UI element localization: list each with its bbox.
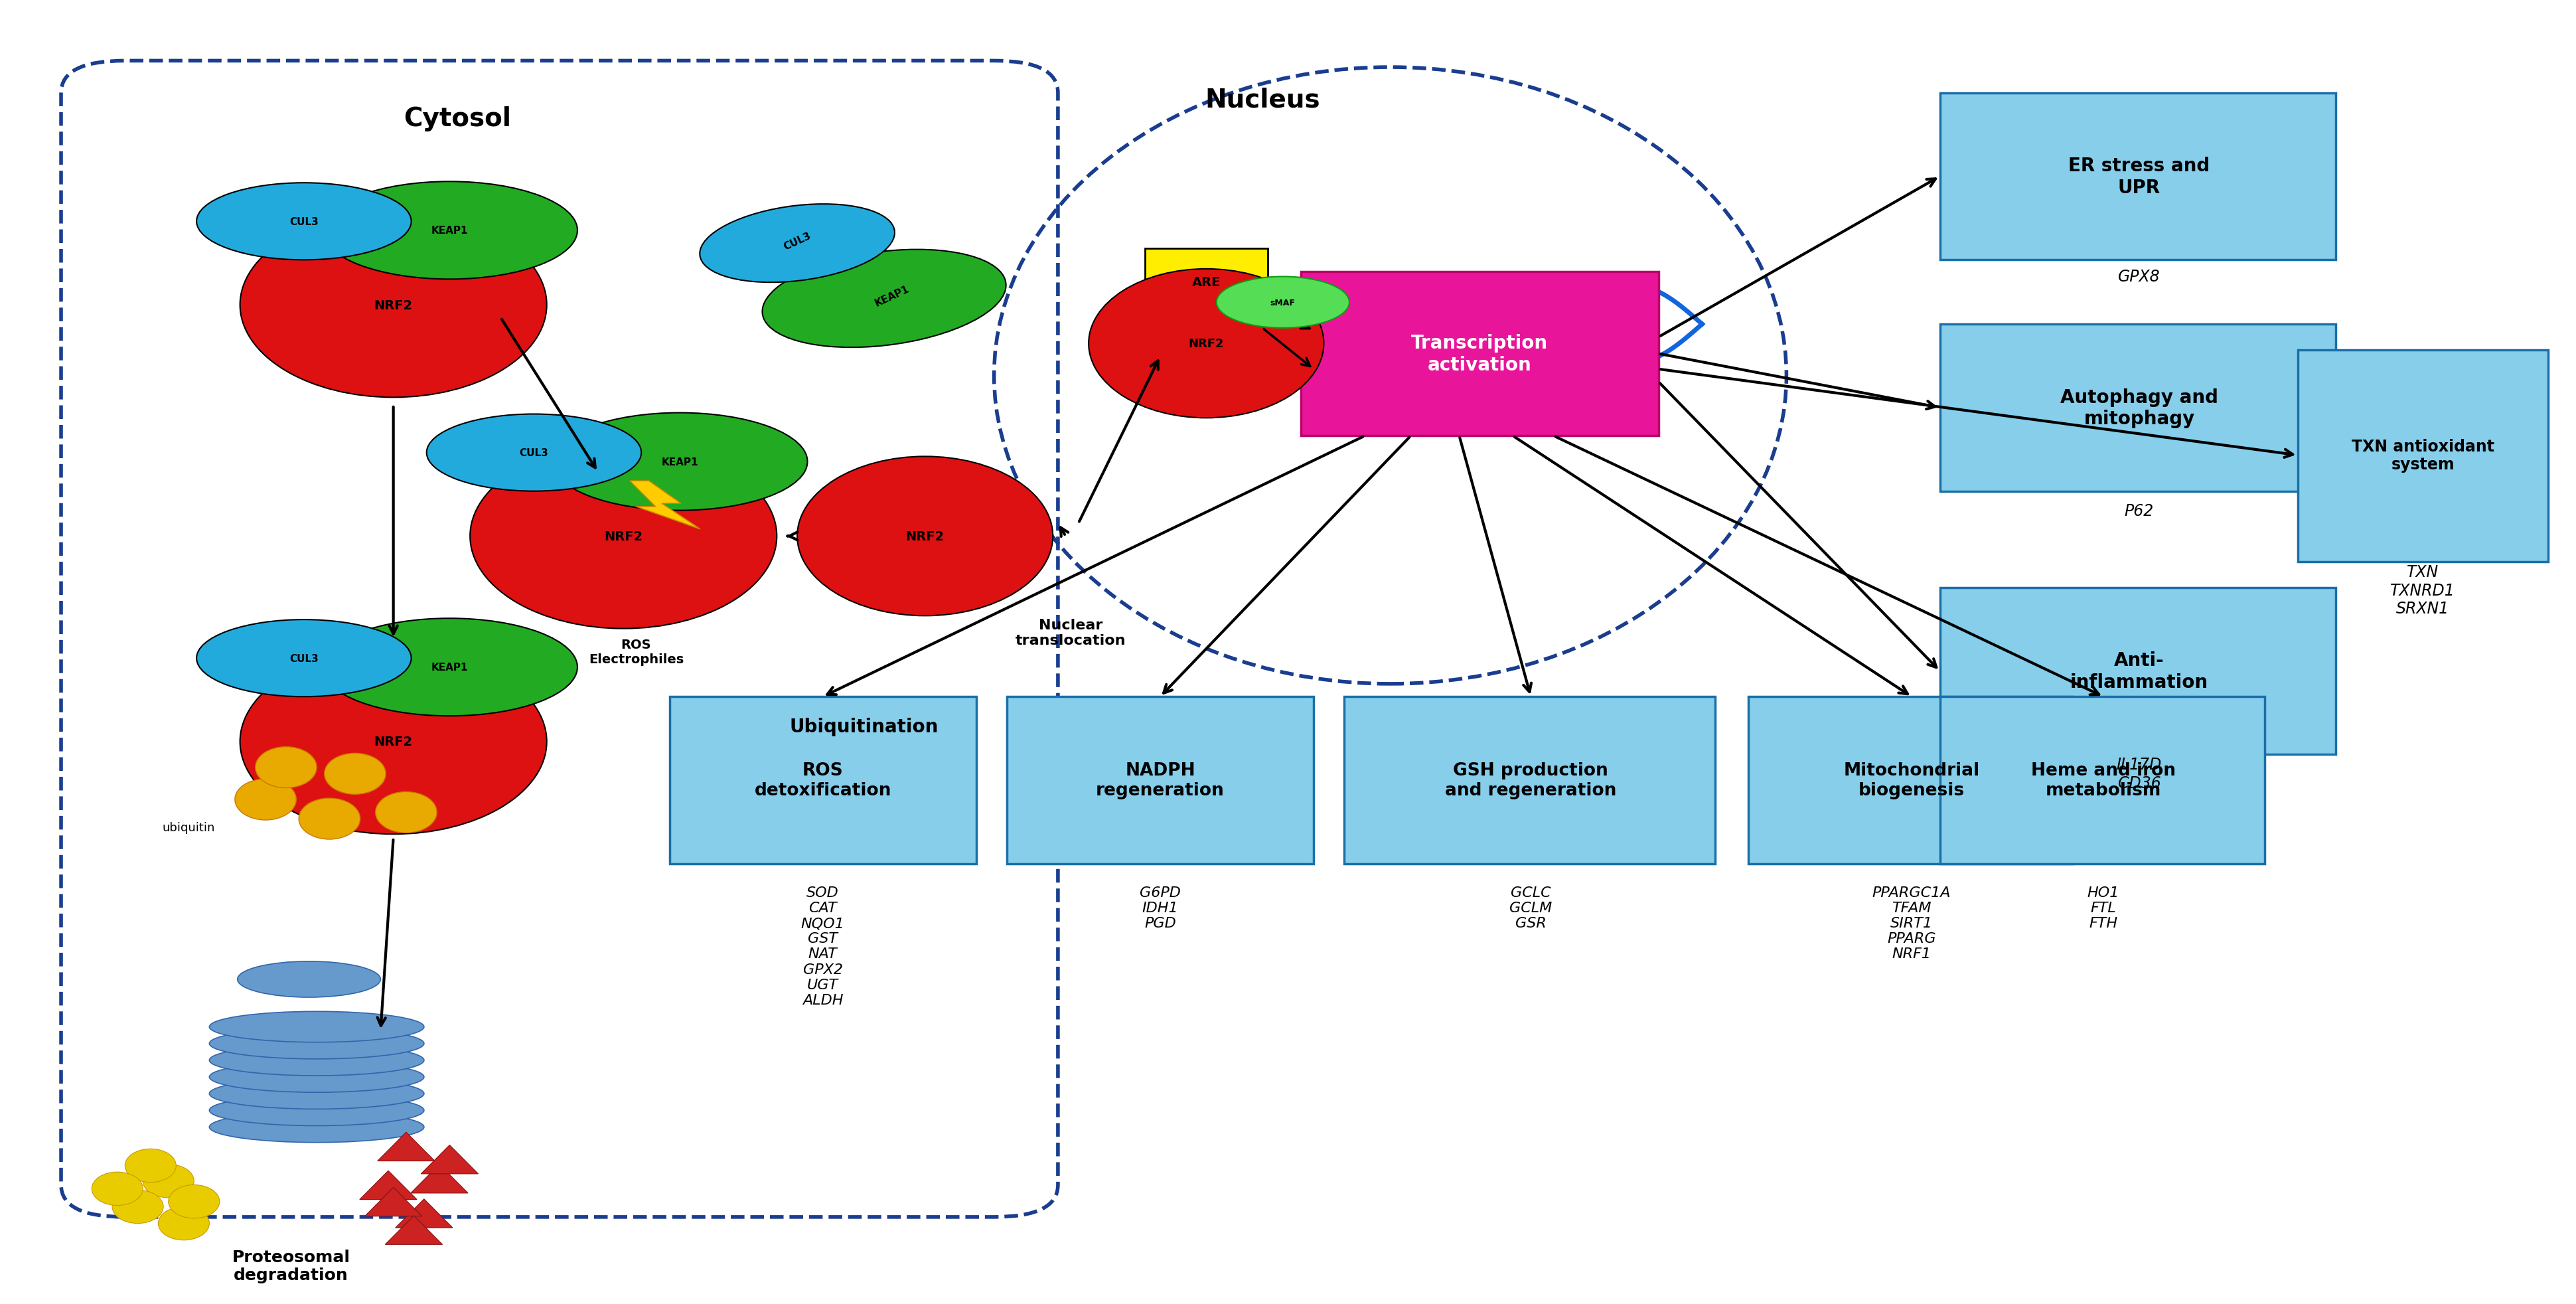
Text: SOD
CAT
NQO1
GST
NAT
GPX2
UGT
ALDH: SOD CAT NQO1 GST NAT GPX2 UGT ALDH (801, 885, 845, 1007)
Polygon shape (410, 1164, 469, 1193)
Ellipse shape (469, 443, 778, 629)
Ellipse shape (551, 413, 806, 511)
Text: Nuclear
translocation: Nuclear translocation (1015, 618, 1126, 647)
Ellipse shape (126, 1149, 175, 1183)
FancyBboxPatch shape (1345, 696, 1716, 863)
Text: Autophagy and
mitophagy: Autophagy and mitophagy (2061, 389, 2218, 428)
Text: TXN antioxidant
system: TXN antioxidant system (2352, 438, 2494, 473)
FancyBboxPatch shape (1940, 588, 2336, 755)
Text: CUL3: CUL3 (289, 216, 319, 227)
Ellipse shape (234, 778, 296, 820)
Text: Nucleus: Nucleus (1206, 87, 1319, 112)
Text: Ubiquitination: Ubiquitination (791, 717, 938, 735)
Polygon shape (420, 1145, 479, 1174)
Text: CUL3: CUL3 (520, 449, 549, 458)
FancyBboxPatch shape (1940, 94, 2336, 261)
Ellipse shape (209, 1061, 425, 1093)
Text: NRF2: NRF2 (374, 299, 412, 312)
Text: NRF2: NRF2 (1188, 338, 1224, 349)
FancyBboxPatch shape (1940, 325, 2336, 492)
Text: PPARGC1A
TFAM
SIRT1
PPARG
NRF1: PPARGC1A TFAM SIRT1 PPARG NRF1 (1873, 885, 1950, 961)
Ellipse shape (299, 798, 361, 840)
Text: GSH production
and regeneration: GSH production and regeneration (1445, 762, 1618, 799)
Text: ROS
Electrophiles: ROS Electrophiles (590, 639, 683, 665)
Text: KEAP1: KEAP1 (430, 226, 469, 236)
Polygon shape (361, 1171, 417, 1200)
Text: Anti-
inflammation: Anti- inflammation (2071, 651, 2208, 691)
Ellipse shape (167, 1185, 219, 1218)
Text: ER stress and
UPR: ER stress and UPR (2069, 156, 2210, 197)
Text: IL17D
CD36: IL17D CD36 (2117, 756, 2161, 792)
FancyBboxPatch shape (2298, 351, 2548, 562)
Text: HO1
FTL
FTH: HO1 FTL FTH (2087, 885, 2120, 930)
FancyBboxPatch shape (670, 696, 976, 863)
FancyBboxPatch shape (1940, 696, 2264, 863)
Polygon shape (394, 1198, 453, 1228)
FancyBboxPatch shape (1144, 249, 1267, 316)
Ellipse shape (322, 618, 577, 716)
Ellipse shape (255, 747, 317, 788)
Ellipse shape (762, 250, 1007, 348)
Ellipse shape (157, 1206, 209, 1240)
Text: G6PD
IDH1
PGD: G6PD IDH1 PGD (1139, 885, 1180, 930)
FancyBboxPatch shape (1301, 273, 1659, 437)
Ellipse shape (240, 213, 546, 398)
Ellipse shape (209, 1078, 425, 1110)
Ellipse shape (796, 456, 1054, 615)
Ellipse shape (113, 1191, 162, 1223)
Ellipse shape (428, 415, 641, 492)
Text: NADPH
regeneration: NADPH regeneration (1095, 762, 1224, 799)
Text: CUL3: CUL3 (289, 653, 319, 664)
Ellipse shape (209, 1012, 425, 1042)
Text: KEAP1: KEAP1 (430, 662, 469, 673)
Ellipse shape (701, 205, 894, 283)
Text: Heme and iron
metabolism: Heme and iron metabolism (2030, 762, 2177, 799)
Ellipse shape (93, 1172, 142, 1205)
FancyBboxPatch shape (1749, 696, 2074, 863)
Text: GCLC
GCLM
GSR: GCLC GCLM GSR (1510, 885, 1553, 930)
Ellipse shape (240, 649, 546, 835)
Ellipse shape (196, 619, 412, 696)
Text: ROS
detoxification: ROS detoxification (755, 762, 891, 799)
Text: KEAP1: KEAP1 (662, 456, 698, 467)
Text: ubiquitin: ubiquitin (162, 822, 216, 833)
Polygon shape (629, 481, 701, 529)
Text: CUL3: CUL3 (783, 231, 811, 252)
Text: TXN
TXNRD1
SRXN1: TXN TXNRD1 SRXN1 (2391, 563, 2455, 617)
FancyBboxPatch shape (1007, 696, 1314, 863)
Ellipse shape (209, 1029, 425, 1059)
Ellipse shape (322, 183, 577, 279)
Ellipse shape (196, 184, 412, 261)
Polygon shape (366, 1188, 422, 1217)
Text: NRF2: NRF2 (374, 735, 412, 748)
Ellipse shape (376, 792, 438, 833)
Text: NRF2: NRF2 (907, 531, 945, 542)
Ellipse shape (1090, 270, 1324, 419)
Text: Proteosomal
degradation: Proteosomal degradation (232, 1249, 350, 1283)
Text: P62: P62 (2125, 503, 2154, 519)
Ellipse shape (142, 1164, 193, 1198)
Ellipse shape (325, 754, 386, 794)
Text: ARE: ARE (1193, 276, 1221, 288)
Ellipse shape (209, 1045, 425, 1076)
Text: Transcription
activation: Transcription activation (1412, 334, 1548, 374)
Text: NRF2: NRF2 (605, 531, 641, 542)
Ellipse shape (209, 1095, 425, 1125)
Text: Cytosol: Cytosol (404, 107, 510, 132)
Polygon shape (386, 1215, 443, 1244)
Text: KEAP1: KEAP1 (873, 284, 909, 309)
Ellipse shape (237, 961, 381, 998)
Ellipse shape (209, 1112, 425, 1142)
Polygon shape (379, 1132, 435, 1161)
Ellipse shape (1216, 276, 1350, 329)
Text: Mitochondrial
biogenesis: Mitochondrial biogenesis (1844, 762, 1981, 799)
Text: GPX8: GPX8 (2117, 269, 2161, 286)
Text: sMAF: sMAF (1270, 299, 1296, 306)
